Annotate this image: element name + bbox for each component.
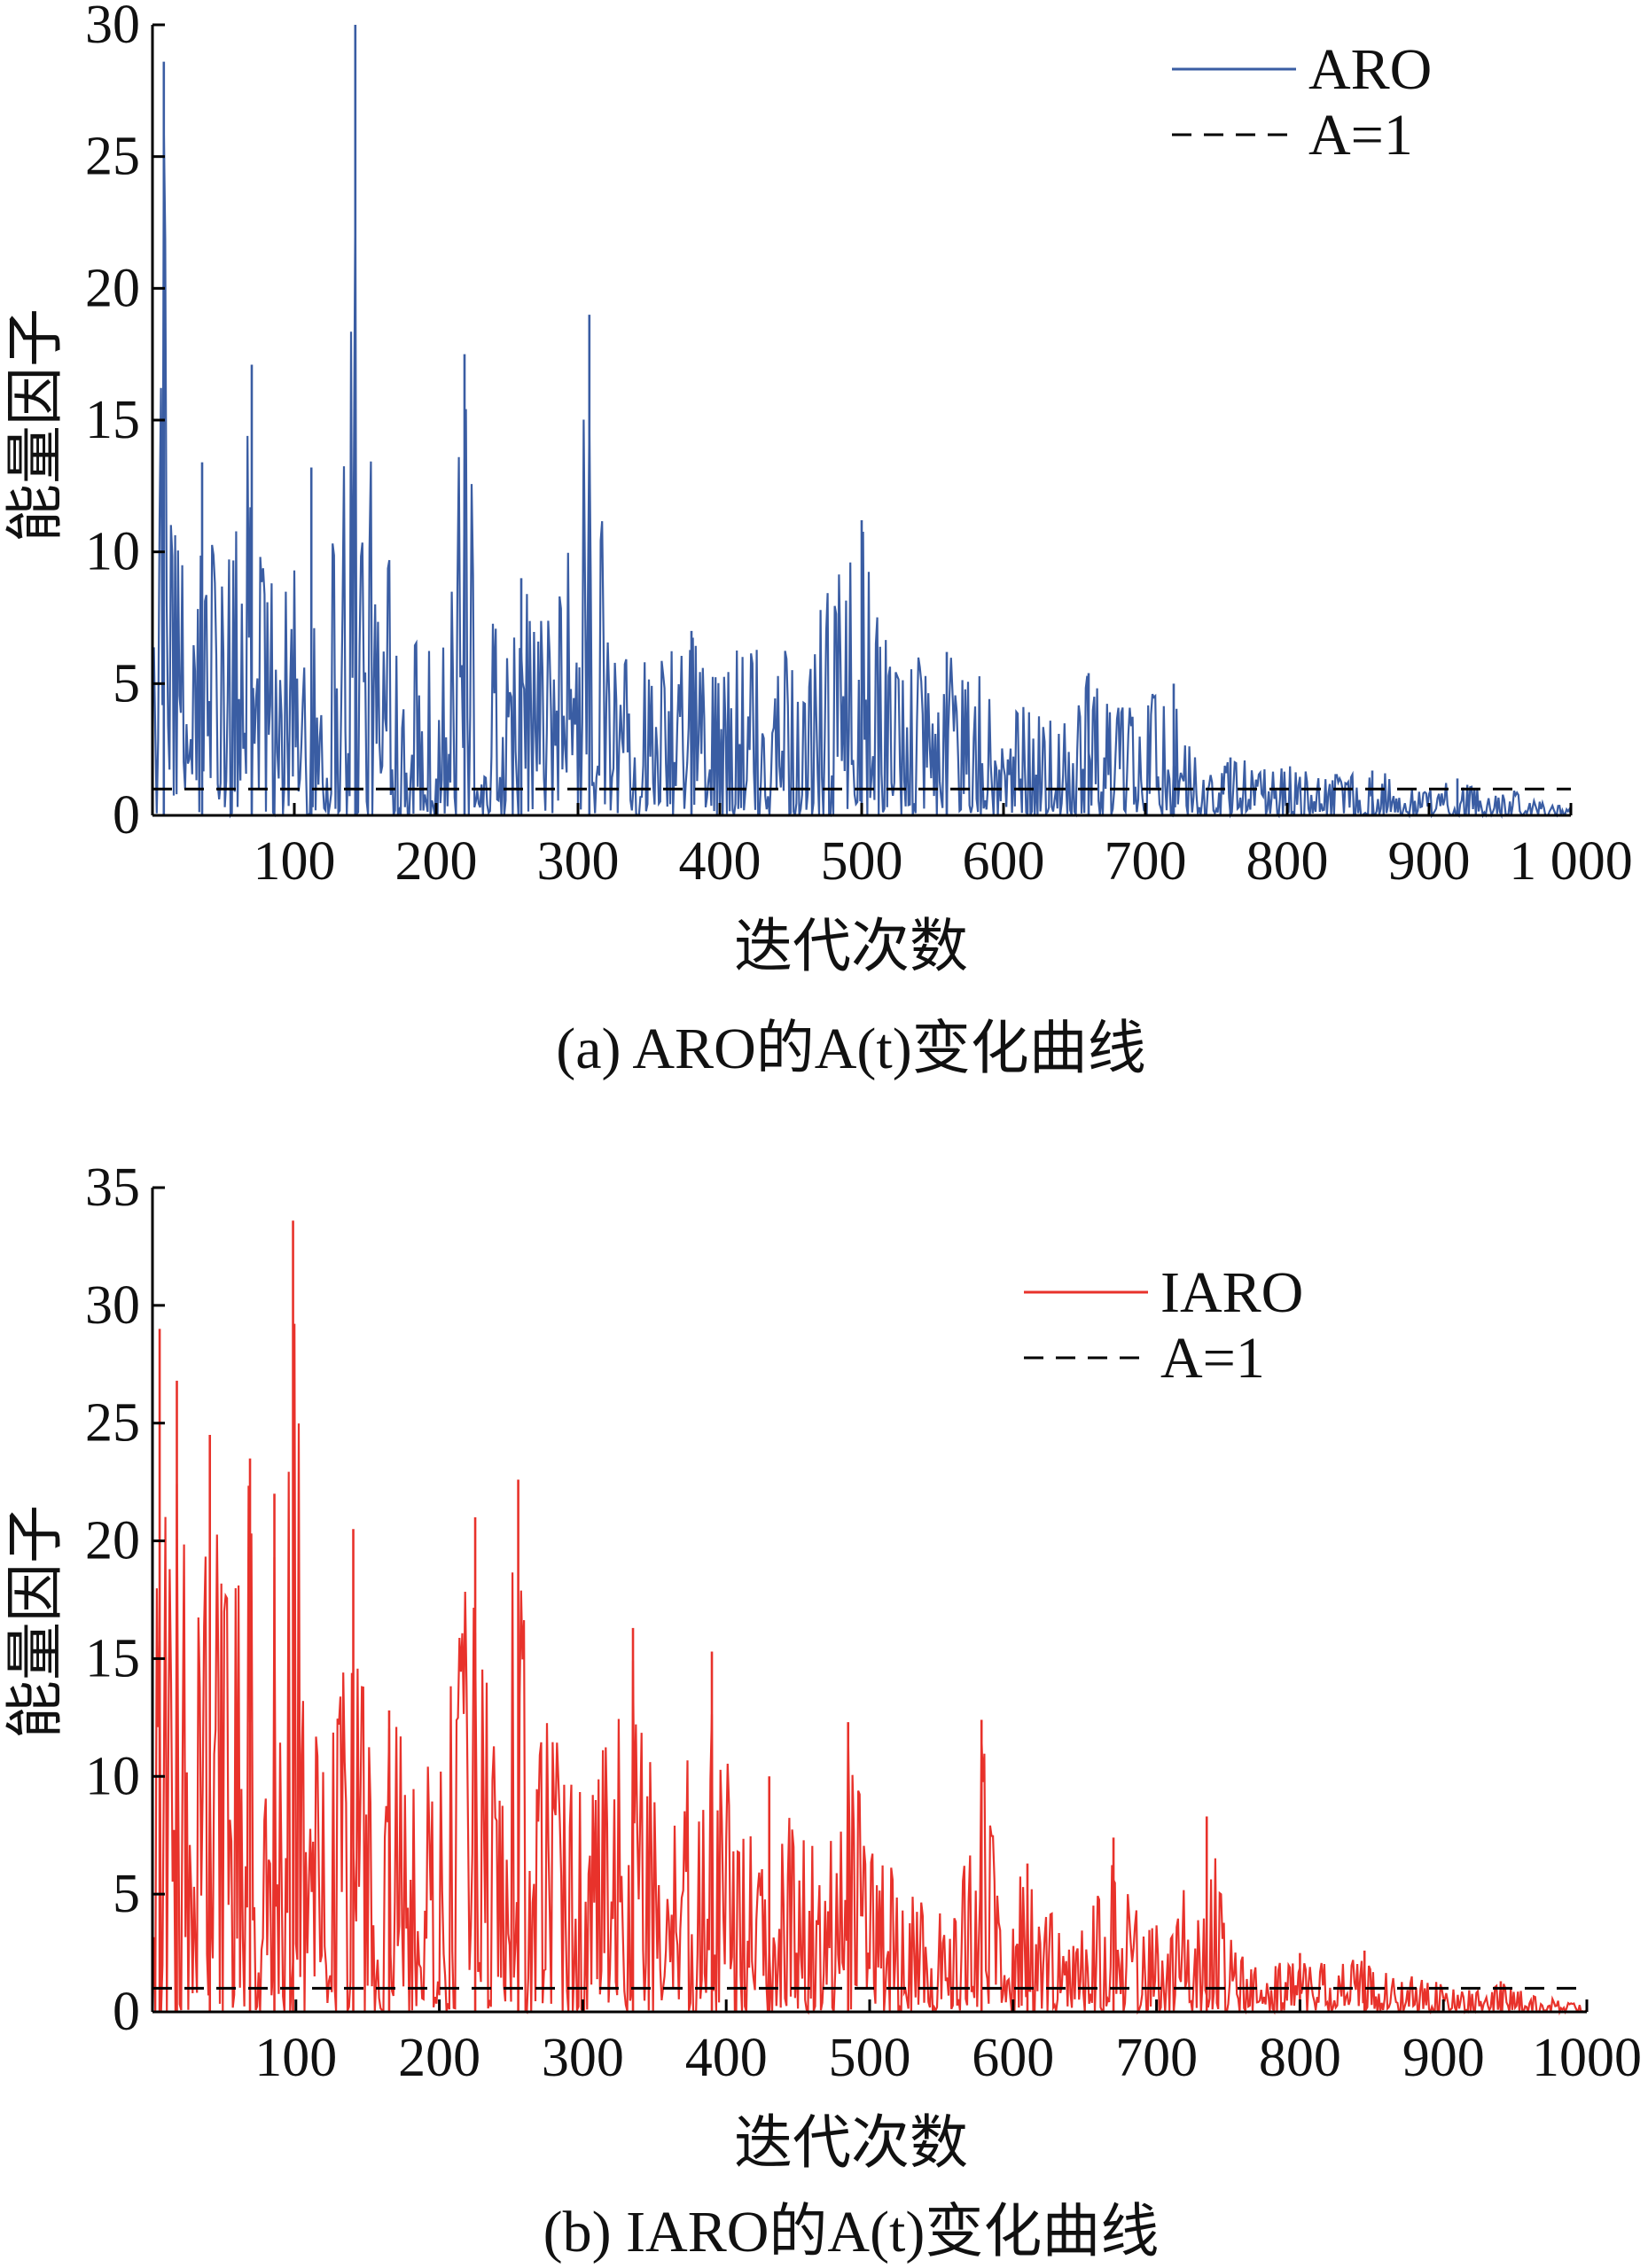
- y-tick-label: 0: [113, 785, 140, 846]
- x-ticks: 100 200 300 400 500 600 700 800 900 1000: [254, 1999, 1642, 2088]
- x-tick-label: 500: [821, 831, 903, 892]
- y-tick-label: 20: [85, 258, 140, 318]
- x-axis-label: 迭代次数: [734, 912, 968, 980]
- chart-a: 100 200 300 400 500 600 700 800 900 1 000 0 5 10 15 2…: [1, 0, 1633, 1081]
- series-line-iaro: [152, 1323, 1588, 2016]
- y-tick-label: 30: [85, 0, 140, 55]
- iaro-series-group: [152, 1220, 1588, 2016]
- y-tick-label: 5: [113, 653, 140, 713]
- y-tick-label: 30: [85, 1275, 140, 1336]
- y-tick-label: 5: [113, 1864, 140, 1924]
- x-tick-label: 400: [679, 831, 762, 892]
- x-tick-label: 600: [972, 2028, 1054, 2088]
- chart-caption-a: (a) ARO的A(t)变化曲线: [556, 1017, 1145, 1081]
- y-axis-label: 能量因子: [1, 308, 69, 542]
- y-tick-label: 35: [85, 1157, 140, 1218]
- x-tick-label: 100: [254, 831, 336, 892]
- legend-label-iaro: IARO: [1160, 1260, 1303, 1325]
- x-tick-label: 500: [829, 2028, 911, 2088]
- chart-caption-b: (b) IARO的A(t)变化曲线: [543, 2200, 1160, 2264]
- x-tick-label: 200: [395, 831, 478, 892]
- chart-b: 100 200 300 400 500 600 700 800 900 1000 0 5 10 15 20…: [1, 1157, 1642, 2264]
- y-axis-label: 能量因子: [1, 1505, 69, 1739]
- x-tick-label: 800: [1259, 2028, 1341, 2088]
- y-ticks: 0 5 10 15 20 25 30: [85, 0, 165, 846]
- y-tick-label: 0: [113, 1982, 140, 2042]
- y-tick-label: 10: [85, 522, 140, 582]
- y-tick-label: 20: [85, 1511, 140, 1571]
- legend: IARO A=1: [1024, 1260, 1303, 1391]
- legend-label-a1: A=1: [1308, 103, 1413, 168]
- legend: ARO A=1: [1172, 37, 1432, 168]
- x-tick-label: 1000: [1532, 2028, 1642, 2088]
- x-tick-label: 900: [1388, 831, 1471, 892]
- y-tick-label: 25: [85, 127, 140, 187]
- x-tick-label: 600: [963, 831, 1045, 892]
- x-axis-label: 迭代次数: [734, 2108, 968, 2177]
- y-tick-label: 10: [85, 1746, 140, 1806]
- y-ticks: 0 5 10 15 20 25 30 35: [85, 1157, 165, 2042]
- x-tick-label: 300: [542, 2028, 624, 2088]
- aro-series-group: [152, 25, 1573, 819]
- x-tick-label: 1 000: [1509, 831, 1633, 892]
- y-tick-label: 25: [85, 1393, 140, 1454]
- x-tick-label: 400: [685, 2028, 768, 2088]
- x-tick-label: 300: [537, 831, 620, 892]
- x-tick-label: 700: [1115, 2028, 1198, 2088]
- x-tick-label: 800: [1246, 831, 1329, 892]
- legend-label-aro: ARO: [1308, 37, 1432, 102]
- y-tick-label: 15: [85, 390, 140, 450]
- y-tick-label: 15: [85, 1628, 140, 1688]
- x-tick-label: 100: [254, 2028, 337, 2088]
- x-tick-label: 200: [398, 2028, 480, 2088]
- x-tick-label: 700: [1105, 831, 1187, 892]
- x-tick-label: 900: [1402, 2028, 1485, 2088]
- legend-label-a1: A=1: [1160, 1326, 1265, 1391]
- x-ticks: 100 200 300 400 500 600 700 800 900 1 000: [254, 803, 1633, 892]
